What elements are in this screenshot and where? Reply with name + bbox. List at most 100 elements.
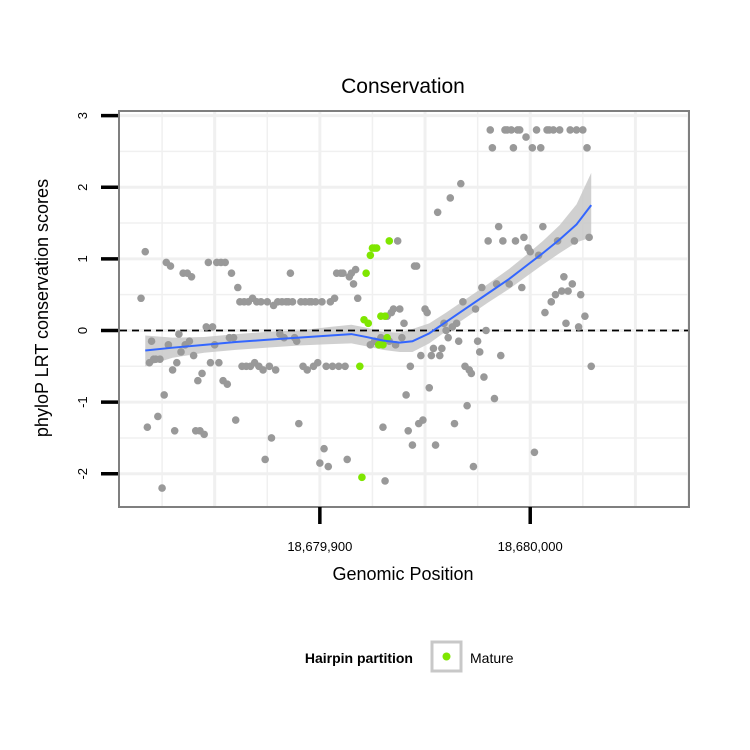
data-point [581, 312, 589, 320]
chart-title: Conservation [341, 75, 465, 98]
data-point [473, 337, 482, 346]
mature-point [356, 362, 364, 371]
data-point [154, 412, 162, 421]
data-point [257, 298, 265, 306]
data-point [223, 380, 232, 389]
data-point [499, 237, 507, 245]
data-point [351, 265, 360, 274]
data-point [259, 366, 267, 374]
data-point [507, 126, 516, 134]
x-tick-label: 18,680,000 [498, 539, 563, 554]
data-point [303, 366, 312, 374]
mature-point [381, 312, 389, 320]
data-point [204, 258, 213, 267]
data-point [295, 419, 303, 428]
data-point [206, 358, 215, 367]
data-point [511, 237, 520, 245]
data-point [328, 362, 337, 371]
data-point [488, 144, 497, 152]
data-point [429, 344, 438, 353]
data-point [431, 441, 440, 449]
mature-point [379, 341, 387, 349]
mature-point [358, 473, 366, 482]
data-point [444, 333, 452, 342]
data-point [549, 126, 558, 134]
y-tick-label: 2 [75, 184, 90, 191]
data-point [585, 233, 593, 242]
data-point [478, 283, 486, 292]
data-point [505, 280, 513, 288]
data-point [398, 333, 406, 342]
data-point [526, 247, 535, 256]
mature-point [364, 319, 373, 328]
data-point [555, 126, 564, 134]
data-point [467, 369, 476, 378]
data-point [313, 358, 322, 367]
data-point [166, 262, 175, 270]
data-point [177, 348, 185, 356]
data-point [292, 337, 301, 346]
y-axis: -2 -1 0 1 2 3 [75, 112, 118, 480]
mature-point [372, 244, 381, 252]
data-point [551, 290, 560, 299]
data-point [187, 272, 196, 281]
data-point [234, 283, 242, 292]
data-point [583, 144, 591, 152]
mature-point [362, 269, 370, 277]
data-point [164, 341, 173, 349]
data-point [389, 305, 398, 313]
data-point [520, 233, 528, 242]
data-point [408, 441, 417, 449]
smooth-line [145, 204, 593, 352]
data-point [168, 366, 177, 374]
data-point [454, 337, 463, 346]
data-point [587, 362, 596, 371]
data-point [425, 384, 434, 392]
data-point [263, 298, 272, 306]
data-point [208, 323, 217, 331]
y-axis-label: phyloP LRT conservation scores [32, 179, 52, 437]
data-point [469, 462, 478, 471]
data-point [572, 126, 581, 134]
data-point [341, 362, 349, 371]
data-point [379, 423, 387, 432]
data-point [271, 366, 280, 374]
data-point [446, 194, 455, 202]
data-point [330, 294, 339, 303]
data-point [427, 351, 436, 360]
data-point [459, 298, 467, 306]
data-point [141, 247, 150, 256]
data-point [402, 391, 410, 399]
data-point [215, 358, 223, 367]
data-point [173, 358, 181, 367]
data-point [170, 426, 179, 435]
data-point [576, 290, 585, 299]
data-point [471, 305, 480, 313]
data-point [221, 258, 229, 267]
data-point [324, 462, 333, 471]
data-point [400, 319, 408, 328]
data-point [185, 337, 194, 346]
legend-title: Hairpin partition [305, 650, 413, 666]
x-axis-label: Genomic Position [332, 564, 473, 584]
data-point [231, 416, 240, 424]
data-point [568, 280, 577, 288]
data-point [156, 355, 164, 363]
data-point [541, 308, 549, 317]
data-point [412, 262, 421, 270]
data-point [463, 401, 471, 410]
y-tick-label: -2 [75, 468, 90, 480]
data-point [320, 444, 328, 453]
x-axis: 18,679,900 18,680,000 [287, 507, 563, 554]
data-point [530, 448, 539, 457]
y-tick-label: -1 [75, 396, 90, 408]
data-point [457, 179, 465, 188]
data-point [381, 477, 389, 485]
mature-point [383, 333, 391, 342]
data-point [316, 459, 324, 467]
data-point [419, 416, 427, 424]
mature-point [385, 237, 394, 245]
data-point [311, 298, 320, 306]
